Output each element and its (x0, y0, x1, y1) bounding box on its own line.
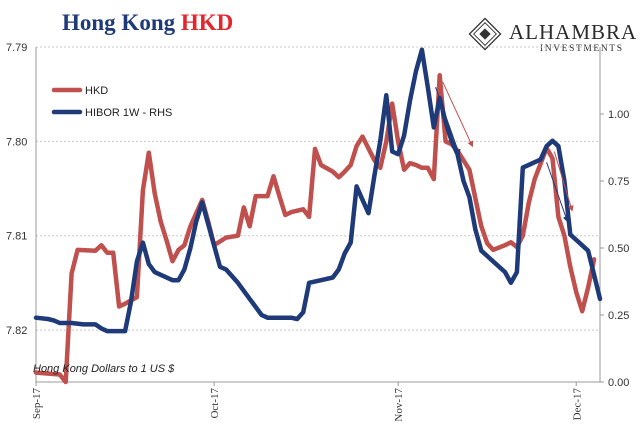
x-tick-label: Nov-17 (393, 388, 405, 422)
left-tick-label: 7.80 (6, 136, 27, 148)
title-main: Hong Kong (62, 10, 176, 35)
right-tick-label: 0.25 (608, 310, 629, 322)
x-tick-label: Dec-17 (571, 388, 583, 421)
left-tick-label: 7.81 (6, 231, 27, 243)
title-currency: HKD (180, 10, 234, 35)
legend-label: HIBOR 1W - RHS (85, 107, 172, 119)
alhambra-logo-icon (468, 17, 502, 51)
brand-name: ALHAMBRA (509, 20, 638, 44)
red-trend-arrow-icon (553, 151, 574, 212)
x-tick-label: Sep-17 (31, 388, 43, 420)
x-tick-label: Oct-17 (209, 388, 221, 419)
right-tick-label: 1.00 (608, 109, 629, 121)
right-tick-label: 0.00 (608, 377, 629, 389)
chart-title: Hong Kong HKD (62, 10, 233, 36)
chart-note: Hong Kong Dollars to 1 US $ (33, 363, 175, 375)
left-tick-label: 7.79 (6, 42, 27, 54)
red-trend-arrow-icon (442, 81, 474, 148)
legend-label: HKD (85, 85, 108, 97)
hibor-series-line (33, 47, 603, 334)
blue-trend-arrow-icon (435, 87, 461, 156)
hkd-series-line (33, 73, 597, 385)
right-tick-label: 0.75 (608, 176, 629, 188)
left-tick-label: 7.82 (6, 325, 27, 337)
right-tick-label: 0.50 (608, 243, 629, 255)
brand-subtitle: INVESTMENTS (540, 44, 624, 54)
blue-trend-arrow-icon (546, 162, 569, 223)
